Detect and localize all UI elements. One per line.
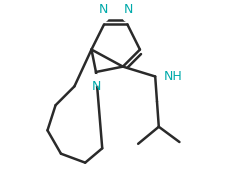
Circle shape: [90, 75, 101, 85]
Text: NH: NH: [163, 70, 182, 83]
Text: N: N: [124, 3, 133, 16]
Circle shape: [123, 11, 134, 22]
Circle shape: [98, 11, 109, 22]
Text: N: N: [91, 80, 101, 93]
Text: N: N: [98, 3, 108, 16]
Circle shape: [158, 71, 169, 82]
